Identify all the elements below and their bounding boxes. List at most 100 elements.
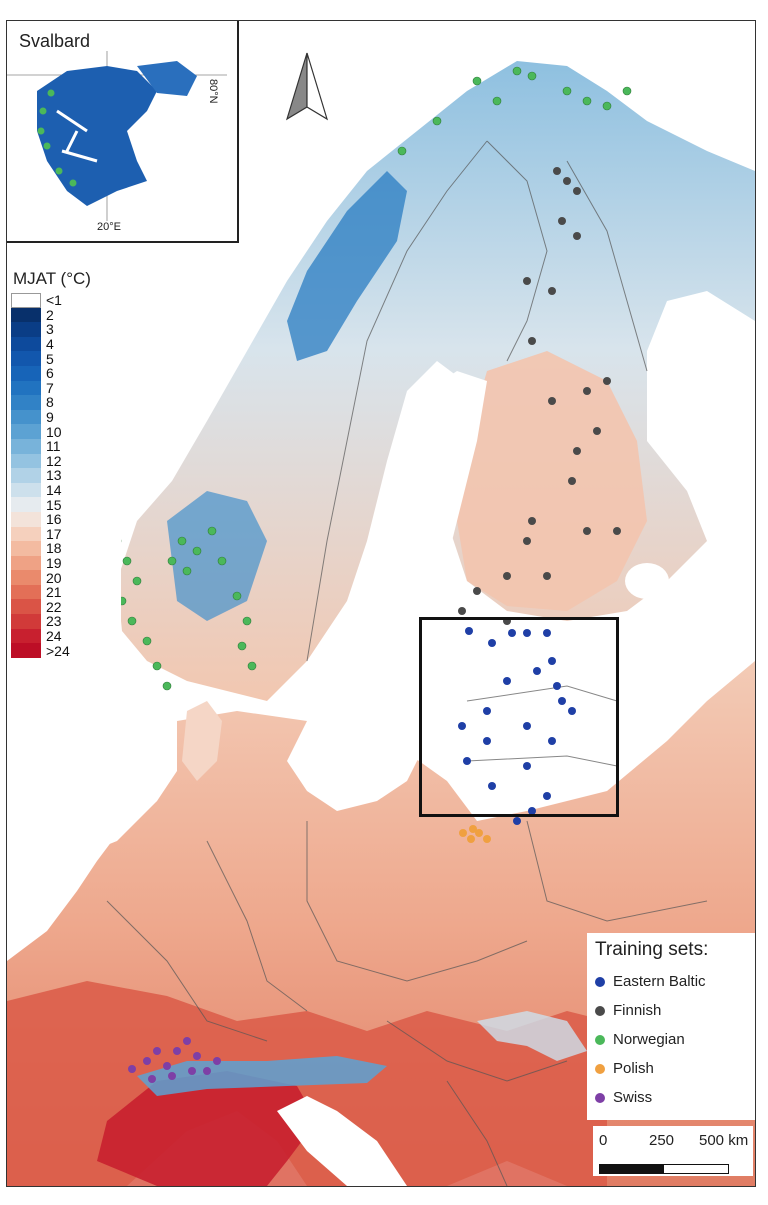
legend-label: 24 bbox=[46, 627, 62, 644]
spitsbergen-island bbox=[37, 66, 157, 206]
legend-row: 11 bbox=[11, 438, 121, 454]
legend-row: 20 bbox=[11, 570, 121, 585]
lake-ladoga bbox=[625, 563, 669, 599]
site-dot bbox=[237, 641, 247, 651]
site-dot bbox=[548, 737, 556, 745]
swiss-sites bbox=[128, 1037, 221, 1083]
adriatic-sea bbox=[277, 1096, 407, 1186]
legend-row: 6 bbox=[11, 365, 121, 381]
legend-swatch bbox=[11, 409, 41, 425]
site-dot bbox=[432, 116, 442, 126]
legend-row: 24 bbox=[11, 627, 121, 644]
legend-swatch bbox=[11, 351, 41, 366]
svalbard-map bbox=[7, 51, 227, 221]
site-dot bbox=[582, 96, 592, 106]
legend-label: >24 bbox=[46, 642, 70, 659]
site-dot bbox=[232, 591, 242, 601]
site-dot bbox=[503, 572, 511, 580]
legend-label: 13 bbox=[46, 467, 62, 484]
site-dot bbox=[143, 1057, 151, 1065]
site-dot bbox=[523, 722, 531, 730]
legend-swatch bbox=[11, 395, 41, 410]
site-dot bbox=[469, 825, 477, 833]
legend-label: 7 bbox=[46, 379, 54, 396]
site-dot bbox=[55, 167, 63, 175]
site-dot bbox=[142, 636, 152, 646]
site-dot bbox=[503, 677, 511, 685]
legend-title: MJAT (°C) bbox=[13, 269, 91, 288]
site-dot bbox=[47, 89, 55, 97]
legend-swatch bbox=[11, 438, 41, 454]
legend-row: 9 bbox=[11, 409, 121, 425]
site-dot bbox=[558, 217, 566, 225]
gulf-of-bothnia bbox=[367, 371, 487, 621]
scale-label-500: 500 km bbox=[699, 1132, 749, 1149]
site-dot bbox=[483, 737, 491, 745]
site-dot bbox=[562, 86, 572, 96]
site-dot bbox=[162, 681, 172, 691]
site-dot bbox=[528, 337, 536, 345]
site-dot bbox=[39, 107, 47, 115]
site-dot bbox=[583, 527, 591, 535]
north-arrow-icon bbox=[285, 52, 329, 121]
legend-row: 22 bbox=[11, 599, 121, 615]
site-dot bbox=[458, 607, 466, 615]
legend-swatch bbox=[11, 307, 41, 323]
site-dot bbox=[523, 537, 531, 545]
legend-swatch bbox=[11, 322, 41, 337]
nordaustlandet-island bbox=[137, 61, 197, 96]
legend-label: 21 bbox=[46, 584, 62, 601]
legend-swatch bbox=[11, 293, 41, 308]
country-borders bbox=[106, 140, 708, 1186]
legend-row: 8 bbox=[11, 395, 121, 410]
fjord-lines bbox=[56, 109, 98, 163]
site-dot bbox=[69, 179, 77, 187]
site-dot bbox=[558, 697, 566, 705]
training-set-row: Eastern Baltic bbox=[595, 967, 755, 996]
legend-label: 2 bbox=[46, 306, 54, 323]
legend-label: 8 bbox=[46, 394, 54, 411]
site-dot bbox=[483, 835, 491, 843]
site-dot bbox=[37, 127, 45, 135]
legend-label: 12 bbox=[46, 452, 62, 469]
training-set-dot-icon bbox=[595, 976, 605, 987]
legend-swatch bbox=[11, 526, 41, 542]
legend-swatch bbox=[11, 468, 41, 483]
scale-bar-white-segment bbox=[663, 1164, 729, 1174]
legend-row: 5 bbox=[11, 351, 121, 366]
eastern-baltic-sites bbox=[458, 627, 576, 825]
site-dot bbox=[602, 101, 612, 111]
site-dot bbox=[148, 1075, 156, 1083]
legend-label: 15 bbox=[46, 496, 62, 513]
legend-row: 21 bbox=[11, 584, 121, 601]
finnish-sites bbox=[458, 167, 621, 625]
legend-swatch bbox=[11, 497, 41, 512]
legend-label: 19 bbox=[46, 554, 62, 571]
alps-cool-band bbox=[137, 1056, 387, 1096]
legend-row: 14 bbox=[11, 482, 121, 498]
site-dot bbox=[593, 427, 601, 435]
site-dot bbox=[242, 616, 252, 626]
site-dot bbox=[543, 629, 551, 637]
legend-row: 23 bbox=[11, 614, 121, 629]
legend-label: 16 bbox=[46, 511, 62, 528]
site-dot bbox=[132, 576, 142, 586]
polish-sites bbox=[459, 825, 491, 843]
white-sea bbox=[687, 301, 755, 441]
site-dot bbox=[527, 71, 537, 81]
site-dot bbox=[568, 707, 576, 715]
site-dot bbox=[458, 722, 466, 730]
norway-cold-core bbox=[287, 171, 407, 361]
training-set-label: Swiss bbox=[613, 1089, 653, 1106]
site-dot bbox=[463, 757, 471, 765]
site-dot bbox=[508, 629, 516, 637]
site-dot bbox=[513, 817, 521, 825]
legend-swatch bbox=[11, 424, 41, 439]
legend-swatch bbox=[11, 555, 41, 571]
legend-row: 3 bbox=[11, 322, 121, 337]
temperature-legend: MJAT (°C) <1 2 3 4 5 6 7 8 9 10 11 12 13 14 15 16 17 18 19… bbox=[11, 269, 121, 658]
scale-bar: 0 250 500 km bbox=[593, 1126, 753, 1176]
legend-row: 7 bbox=[11, 379, 121, 396]
site-dot bbox=[168, 1072, 176, 1080]
legend-swatch bbox=[11, 584, 41, 600]
